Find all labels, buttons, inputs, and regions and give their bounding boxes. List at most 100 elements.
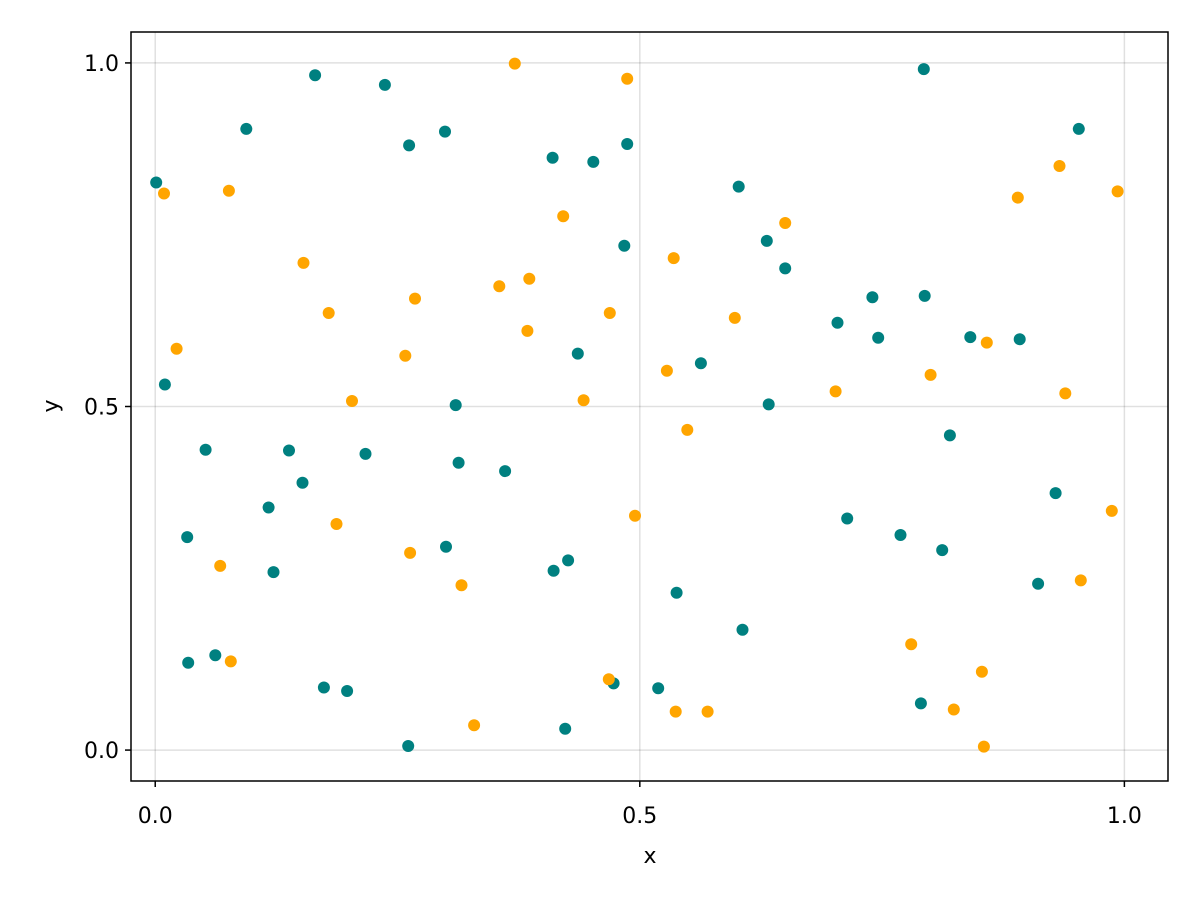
scatter-point (831, 316, 844, 329)
scatter-point (618, 239, 631, 252)
scatter-point (1105, 504, 1118, 517)
y-tick-label: 1.0 (84, 52, 119, 77)
scatter-point (1032, 577, 1045, 590)
scatter-point (317, 681, 330, 694)
scatter-point (309, 69, 322, 82)
scatter-point (557, 210, 570, 223)
data-points (150, 57, 1124, 753)
x-tick-label: 0.5 (622, 804, 657, 829)
scatter-point (701, 705, 714, 718)
scatter-point (199, 443, 212, 456)
scatter-point (1011, 191, 1024, 204)
scatter-point (694, 357, 707, 370)
scatter-point (980, 336, 993, 349)
scatter-point (267, 566, 280, 579)
scatter-point (779, 217, 792, 229)
scatter-point (546, 151, 559, 164)
scatter-point (736, 623, 749, 636)
scatter-point (577, 394, 590, 407)
scatter-point (493, 280, 506, 293)
scatter-point (621, 138, 634, 150)
scatter-point (914, 697, 927, 710)
scatter-point (341, 685, 354, 697)
scatter-point (1053, 160, 1066, 172)
scatter-point (829, 385, 842, 398)
scatter-point (1072, 122, 1085, 135)
scatter-point (602, 673, 615, 686)
scatter-point (1013, 333, 1026, 346)
scatter-point (587, 155, 600, 168)
scatter-point (439, 125, 451, 138)
scatter-point (499, 465, 512, 478)
scatter-point (905, 638, 918, 651)
scatter-point (214, 559, 227, 572)
scatter-point (378, 78, 391, 91)
scatter-point (1049, 487, 1062, 500)
scatter-point (359, 447, 372, 460)
scatter-point (455, 579, 468, 592)
scatter-point (943, 429, 956, 442)
scatter-point (652, 682, 665, 695)
scatter-point (1074, 574, 1087, 587)
scatter-point (571, 347, 584, 360)
x-axis-title: x (643, 844, 656, 869)
scatter-point (346, 395, 358, 407)
scatter-point (262, 501, 275, 514)
scatter-point (452, 456, 465, 469)
scatter-point (977, 740, 990, 753)
scatter-point (760, 234, 773, 247)
scatter-point (894, 529, 907, 541)
scatter-point (440, 540, 452, 553)
series-2 (158, 57, 1124, 753)
scatter-point (468, 719, 481, 732)
scatter-point (936, 544, 949, 557)
scatter-point (660, 364, 673, 377)
scatter-point (667, 252, 680, 265)
axis-ticks: 0.0 0.5 1.0 0.0 0.5 1.0 (84, 52, 1142, 829)
y-tick-label: 0.5 (84, 396, 119, 421)
scatter-point (158, 378, 171, 391)
scatter-point (240, 122, 253, 135)
scatter-point (404, 546, 417, 559)
x-tick-label: 0.0 (138, 804, 173, 829)
scatter-point (559, 722, 572, 735)
scatter-point (402, 740, 415, 752)
scatter-point (182, 656, 195, 669)
scatter-point (603, 307, 616, 319)
scatter-point (866, 291, 879, 304)
scatter-point (947, 703, 960, 716)
x-tick-label: 1.0 (1107, 804, 1142, 829)
scatter-point (1059, 387, 1072, 400)
scatter-point (330, 518, 343, 530)
series-1 (150, 63, 1085, 752)
scatter-point (409, 292, 421, 305)
scatter-point (732, 180, 745, 193)
scatter-point (547, 564, 560, 577)
grid-lines (131, 32, 1168, 781)
y-axis-title: y (39, 399, 64, 412)
scatter-point (224, 655, 237, 668)
scatter-point (283, 444, 295, 457)
scatter-point (297, 256, 310, 269)
scatter-point (508, 57, 521, 70)
scatter-point (562, 554, 575, 567)
scatter-point (762, 398, 775, 411)
scatter-point (1111, 185, 1124, 198)
y-tick-label: 0.0 (84, 739, 119, 764)
scatter-point (296, 476, 309, 489)
scatter-point (872, 331, 885, 344)
scatter-point (222, 184, 235, 197)
scatter-point (209, 649, 222, 662)
scatter-point (669, 705, 682, 718)
scatter-point (841, 512, 854, 525)
scatter-point (181, 531, 194, 544)
scatter-point (158, 187, 170, 200)
scatter-point (975, 665, 988, 678)
scatter-point (918, 289, 931, 302)
scatter-point (322, 307, 335, 319)
scatter-point (150, 176, 163, 189)
scatter-point (728, 311, 741, 324)
scatter-point (170, 342, 183, 355)
scatter-point (523, 272, 536, 285)
